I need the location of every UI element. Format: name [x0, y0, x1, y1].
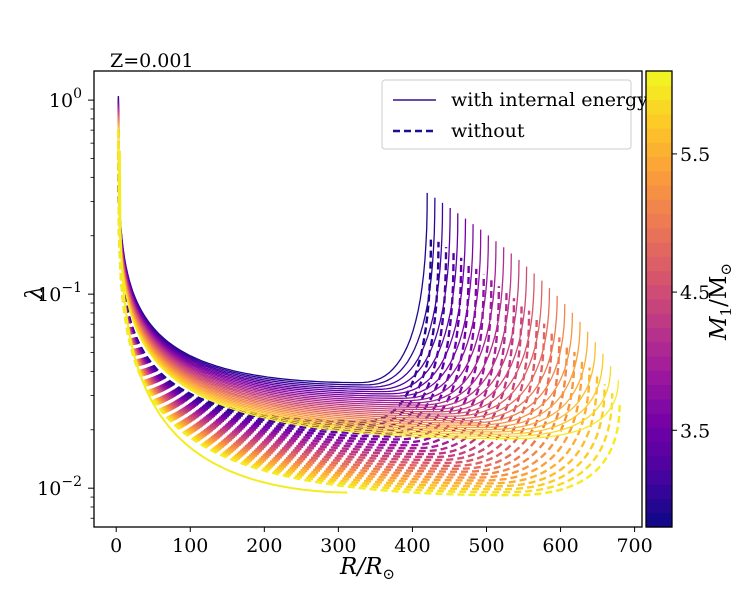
legend: with internal energy without	[381, 79, 648, 150]
colorbar-band	[646, 341, 672, 357]
x-tick-label: 700	[616, 535, 652, 557]
colorbar-bands	[646, 71, 672, 528]
colorbar-ticks: 3.5 4.5 5.5	[672, 144, 710, 442]
colorbar-band	[646, 313, 672, 329]
track-solid	[117, 130, 619, 440]
colorbar-tick-label: 4.5	[680, 282, 710, 304]
track-solid	[117, 126, 604, 435]
colorbar-band	[646, 156, 672, 172]
colorbar-band	[646, 484, 672, 500]
colorbar-band	[646, 455, 672, 471]
colorbar: 3.5 4.5 5.5 M1/M⊙	[645, 70, 735, 528]
colorbar-band	[646, 370, 672, 386]
x-tick-label: 0	[110, 535, 122, 557]
colorbar-band	[646, 71, 672, 86]
track-solid	[117, 117, 558, 422]
colorbar-band	[646, 85, 672, 101]
track-solid	[117, 123, 589, 431]
track-yellow-short-solid	[118, 150, 348, 494]
colorbar-title-sub1: 1	[717, 307, 735, 317]
legend-box	[381, 79, 632, 150]
track-solid	[117, 125, 597, 433]
colorbar-band	[646, 128, 672, 143]
colorbar-band	[646, 199, 672, 215]
track-solid	[117, 116, 551, 420]
track-solid	[117, 113, 535, 415]
x-axis-title-sub: ⊙	[382, 565, 395, 583]
track-dashed	[117, 130, 463, 435]
colorbar-band	[646, 327, 672, 343]
colorbar-band	[646, 256, 672, 272]
colorbar-band	[646, 470, 672, 485]
x-tick-label: 300	[320, 535, 356, 557]
x-axis-title-main: R/R	[339, 554, 382, 580]
colorbar-band	[646, 270, 672, 286]
colorbar-band	[646, 384, 672, 400]
colorbar-title: M1/M⊙	[706, 263, 735, 341]
track-solid	[117, 128, 612, 438]
x-tick-label: 600	[542, 535, 578, 557]
colorbar-band	[646, 113, 672, 129]
colorbar-title-sub2: ⊙	[717, 263, 735, 276]
x-tick-label: 500	[468, 535, 504, 557]
track-dashed	[117, 130, 569, 476]
colorbar-band	[646, 441, 672, 457]
x-axis: 0 100 200 300 400 500 600 700	[110, 527, 653, 557]
y-tick-label: 100	[49, 86, 82, 112]
colorbar-band	[646, 299, 672, 314]
track-solid	[117, 119, 566, 424]
track-dashed	[117, 130, 621, 497]
y-tick-label: 10−1	[37, 280, 82, 306]
legend-label-without: without	[451, 120, 525, 142]
colorbar-band	[646, 170, 672, 186]
colorbar-title-slash: /M	[706, 276, 732, 307]
track-dashed	[117, 130, 606, 491]
colorbar-band	[646, 99, 672, 115]
track-curves	[117, 95, 621, 497]
track-solid	[117, 106, 497, 404]
x-tick-label: 400	[394, 535, 430, 557]
colorbar-band	[646, 398, 672, 414]
colorbar-tick-label: 5.5	[680, 144, 710, 166]
colorbar-frame	[645, 70, 673, 528]
colorbar-band	[646, 142, 672, 158]
colorbar-band	[646, 213, 672, 229]
colorbar-band	[646, 498, 672, 514]
track-dashed	[117, 130, 531, 462]
colorbar-tick-label: 3.5	[680, 420, 710, 442]
colorbar-band	[646, 185, 672, 200]
colorbar-title-m: M	[706, 315, 732, 341]
x-tick-label: 200	[246, 535, 282, 557]
x-tick-label: 100	[172, 535, 208, 557]
track-dashed	[117, 130, 576, 479]
track-dashed	[117, 130, 614, 494]
colorbar-band	[646, 242, 672, 257]
x-axis-title: R/R⊙	[339, 554, 395, 583]
track-solid	[117, 114, 543, 417]
y-tick-label: 10−2	[37, 474, 82, 500]
colorbar-band	[646, 427, 672, 443]
track-solid	[117, 120, 574, 426]
metallicity-annotation: Z=0.001	[110, 50, 194, 72]
plot-frame	[93, 70, 643, 528]
colorbar-band	[646, 356, 672, 371]
y-axis-title: λ	[22, 285, 48, 301]
y-axis: 100 10−1 10−2	[37, 86, 94, 519]
track-solid	[117, 122, 581, 429]
legend-label-with-internal-energy: with internal energy	[451, 89, 648, 111]
colorbar-band	[646, 227, 672, 243]
colorbar-band	[646, 413, 672, 428]
track-dashed	[117, 130, 538, 465]
colorbar-band	[646, 512, 672, 528]
colorbar-band	[646, 284, 672, 300]
track-solid	[117, 111, 528, 413]
